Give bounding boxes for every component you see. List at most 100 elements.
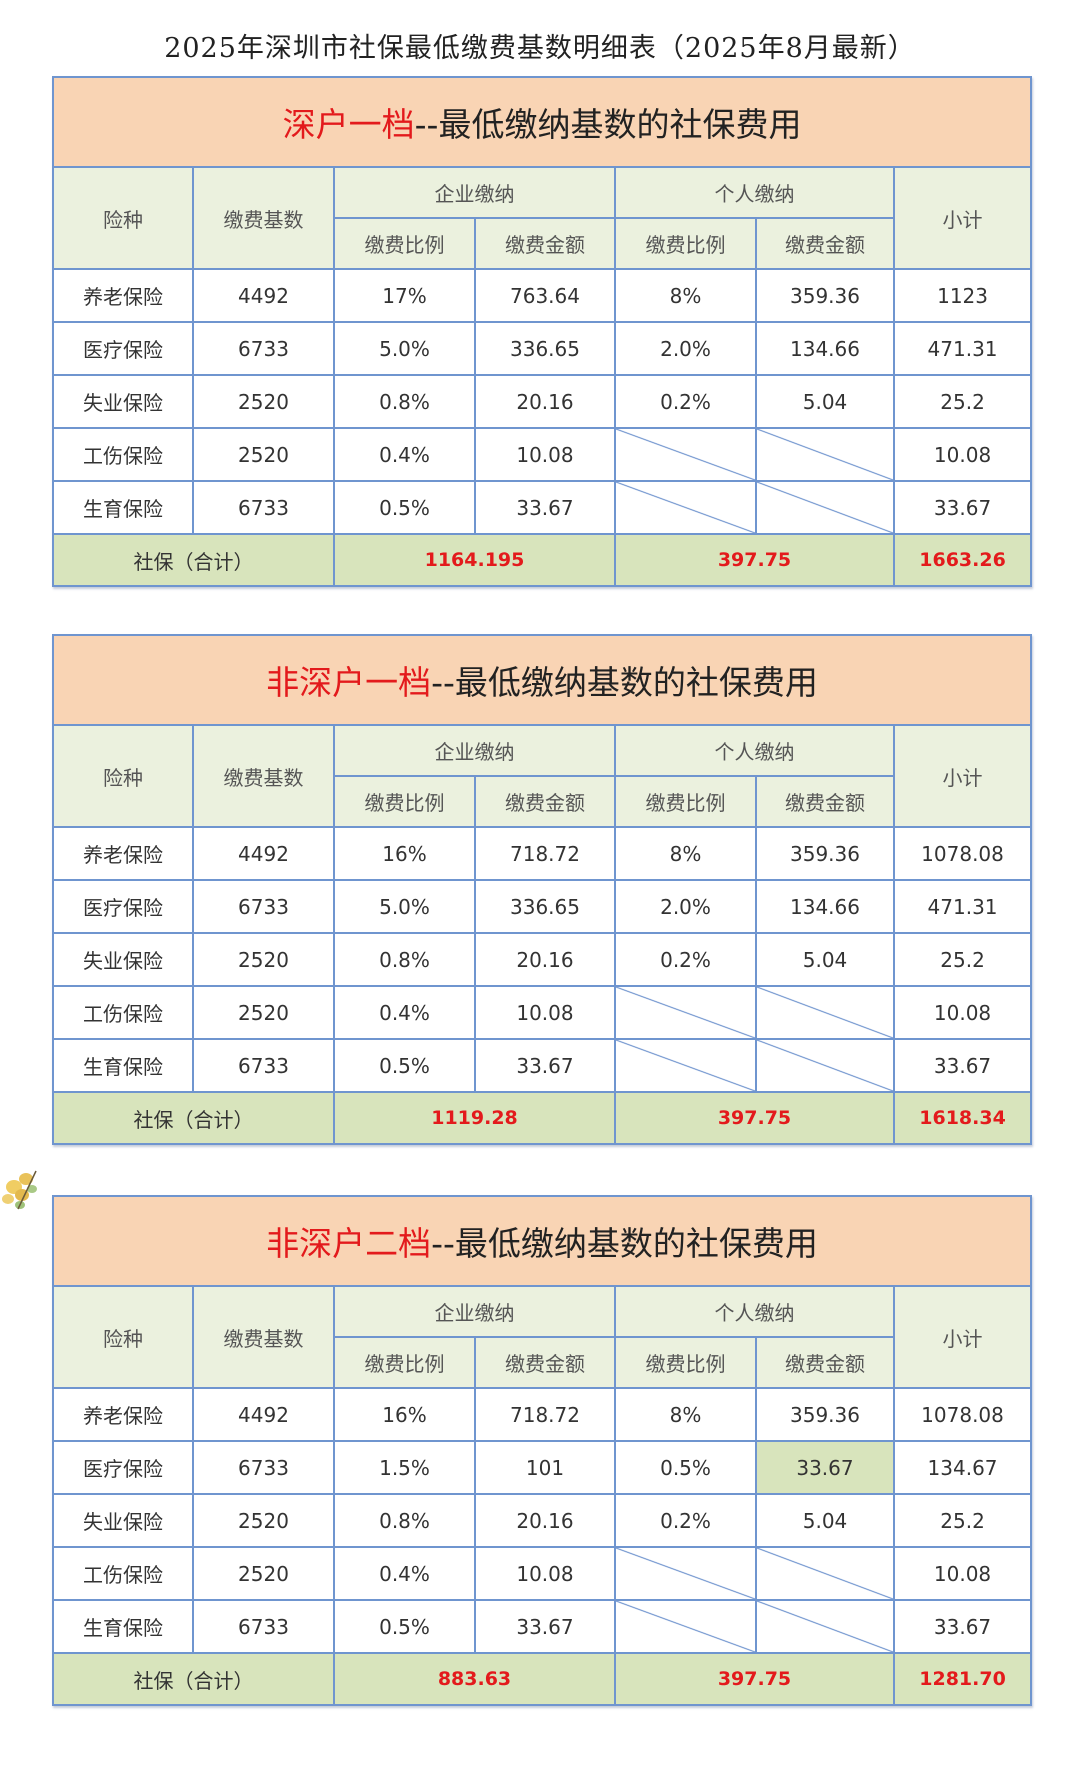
- base-cell: 6733: [192, 879, 335, 934]
- subtotal-cell: 33.67: [892, 480, 1033, 535]
- personal-rate-cell: 8%: [614, 268, 757, 323]
- insurance-type-cell: 养老保险: [52, 268, 194, 323]
- personal-rate-na-cell: [614, 1546, 757, 1601]
- employer-amount-cell: 33.67: [474, 1599, 616, 1654]
- table-row: 工伤保险 2520 0.4% 10.08 10.08: [52, 427, 1033, 482]
- col-header-subtotal: 小计: [892, 166, 1033, 270]
- col-header-base: 缴费基数: [192, 724, 335, 828]
- personal-rate-na-cell: [614, 985, 757, 1040]
- table-row: 医疗保险 6733 5.0% 336.65 2.0% 134.66 471.31: [52, 321, 1033, 376]
- personal-amount-na-cell: [755, 1546, 895, 1601]
- personal-rate-cell: 0.2%: [614, 932, 757, 987]
- base-cell: 4492: [192, 1387, 335, 1442]
- employer-amount-cell: 718.72: [474, 1387, 616, 1442]
- employer-rate-cell: 16%: [333, 826, 476, 881]
- table-title: 非深户一档--最低缴纳基数的社保费用: [51, 634, 1033, 726]
- insurance-type-cell: 失业保险: [52, 1493, 194, 1548]
- employer-rate-cell: 0.4%: [333, 985, 476, 1040]
- col-header-personal-amount: 缴费金额: [755, 1336, 895, 1389]
- contribution-table: 非深户二档--最低缴纳基数的社保费用 险种 缴费基数 企业缴纳 个人缴纳 小计 …: [51, 1195, 1033, 1706]
- employer-rate-cell: 5.0%: [333, 321, 476, 376]
- personal-rate-cell: 0.2%: [614, 1493, 757, 1548]
- employer-amount-cell: 33.67: [474, 480, 616, 535]
- subtotal-cell: 10.08: [892, 427, 1033, 482]
- total-row: 社保（合计） 1164.195 397.75 1663.26: [52, 533, 1033, 587]
- personal-amount-na-cell: [755, 985, 895, 1040]
- table-title-category: 非深户一档: [266, 663, 432, 702]
- table-row: 生育保险 6733 0.5% 33.67 33.67: [52, 1599, 1033, 1654]
- page-title: 2025年深圳市社保最低缴费基数明细表（2025年8月最新）: [164, 33, 916, 64]
- insurance-type-cell: 生育保险: [52, 1038, 194, 1093]
- employer-rate-cell: 0.5%: [333, 1599, 476, 1654]
- table-title: 深户一档--最低缴纳基数的社保费用: [51, 76, 1033, 168]
- base-cell: 2520: [192, 1493, 335, 1548]
- table-title-text: --最低缴纳基数的社保费用: [414, 105, 802, 144]
- total-row: 社保（合计） 1119.28 397.75 1618.34: [52, 1091, 1033, 1145]
- col-header-employer: 企业缴纳: [333, 724, 616, 777]
- contribution-table: 深户一档--最低缴纳基数的社保费用 险种 缴费基数 企业缴纳 个人缴纳 小计 缴…: [51, 76, 1033, 587]
- total-subtotal: 1618.34: [892, 1091, 1033, 1145]
- insurance-type-cell: 医疗保险: [52, 1440, 194, 1495]
- col-header-personal: 个人缴纳: [614, 1285, 895, 1338]
- subtotal-cell: 1078.08: [892, 1387, 1033, 1442]
- total-personal: 397.75: [614, 1652, 895, 1706]
- col-header-employer-amount: 缴费金额: [474, 775, 616, 828]
- personal-rate-na-cell: [614, 480, 757, 535]
- employer-rate-cell: 17%: [333, 268, 476, 323]
- employer-rate-cell: 0.5%: [333, 480, 476, 535]
- table-row: 失业保险 2520 0.8% 20.16 0.2% 5.04 25.2: [52, 374, 1033, 429]
- personal-amount-na-cell: [755, 427, 895, 482]
- employer-amount-cell: 101: [474, 1440, 616, 1495]
- personal-rate-na-cell: [614, 1599, 757, 1654]
- contribution-table: 非深户一档--最低缴纳基数的社保费用 险种 缴费基数 企业缴纳 个人缴纳 小计 …: [51, 634, 1033, 1145]
- total-personal: 397.75: [614, 1091, 895, 1145]
- table-row: 医疗保险 6733 1.5% 101 0.5% 33.67 134.67: [52, 1440, 1033, 1495]
- total-subtotal: 1663.26: [892, 533, 1033, 587]
- personal-amount-cell: 33.67: [755, 1440, 895, 1495]
- base-cell: 4492: [192, 268, 335, 323]
- table-row: 工伤保险 2520 0.4% 10.08 10.08: [52, 1546, 1033, 1601]
- total-row: 社保（合计） 883.63 397.75 1281.70: [52, 1652, 1033, 1706]
- table-title-category: 深户一档: [282, 105, 415, 144]
- col-header-subtotal: 小计: [892, 724, 1033, 828]
- col-header-personal-rate: 缴费比例: [614, 217, 757, 270]
- personal-amount-cell: 359.36: [755, 268, 895, 323]
- base-cell: 2520: [192, 1546, 335, 1601]
- employer-amount-cell: 10.08: [474, 427, 616, 482]
- personal-amount-na-cell: [755, 480, 895, 535]
- base-cell: 6733: [192, 480, 335, 535]
- col-header-personal-amount: 缴费金额: [755, 775, 895, 828]
- col-header-employer-amount: 缴费金额: [474, 1336, 616, 1389]
- subtotal-cell: 10.08: [892, 1546, 1033, 1601]
- employer-rate-cell: 5.0%: [333, 879, 476, 934]
- personal-amount-cell: 5.04: [755, 1493, 895, 1548]
- personal-amount-na-cell: [755, 1038, 895, 1093]
- employer-rate-cell: 0.5%: [333, 1038, 476, 1093]
- total-label: 社保（合计）: [52, 1652, 335, 1706]
- subtotal-cell: 1123: [892, 268, 1033, 323]
- col-header-type: 险种: [52, 724, 194, 828]
- employer-amount-cell: 10.08: [474, 985, 616, 1040]
- personal-amount-cell: 5.04: [755, 932, 895, 987]
- subtotal-cell: 471.31: [892, 879, 1033, 934]
- insurance-type-cell: 工伤保险: [52, 985, 194, 1040]
- total-employer: 883.63: [333, 1652, 616, 1706]
- subtotal-cell: 25.2: [892, 932, 1033, 987]
- table-row: 养老保险 4492 16% 718.72 8% 359.36 1078.08: [52, 1387, 1033, 1442]
- table-row: 养老保险 4492 16% 718.72 8% 359.36 1078.08: [52, 826, 1033, 881]
- table-row: 失业保险 2520 0.8% 20.16 0.2% 5.04 25.2: [52, 932, 1033, 987]
- personal-amount-cell: 359.36: [755, 826, 895, 881]
- personal-amount-cell: 5.04: [755, 374, 895, 429]
- base-cell: 2520: [192, 985, 335, 1040]
- personal-rate-cell: 2.0%: [614, 879, 757, 934]
- insurance-type-cell: 生育保险: [52, 480, 194, 535]
- base-cell: 2520: [192, 374, 335, 429]
- total-subtotal: 1281.70: [892, 1652, 1033, 1706]
- total-label: 社保（合计）: [52, 533, 335, 587]
- subtotal-cell: 25.2: [892, 1493, 1033, 1548]
- col-header-employer-rate: 缴费比例: [333, 775, 476, 828]
- insurance-type-cell: 生育保险: [52, 1599, 194, 1654]
- col-header-employer-rate: 缴费比例: [333, 1336, 476, 1389]
- base-cell: 6733: [192, 1599, 335, 1654]
- base-cell: 2520: [192, 427, 335, 482]
